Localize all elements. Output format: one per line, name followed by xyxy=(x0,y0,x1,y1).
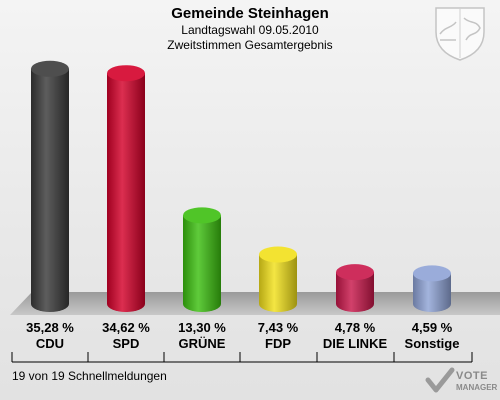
x-tick-label: CDU xyxy=(35,336,65,351)
reporting-status: 19 von 19 Schnellmeldungen xyxy=(12,369,167,383)
data-label: 35,28 % xyxy=(26,320,74,335)
x-tick-label: Sonstige xyxy=(404,336,460,351)
x-tick-label: SPD xyxy=(112,336,140,351)
bar-top xyxy=(336,264,374,281)
bar-body xyxy=(31,68,69,312)
bar-body xyxy=(107,73,145,312)
bar-spd xyxy=(107,65,145,312)
bar-cdu xyxy=(31,60,69,312)
x-tick-label: GRÜNE xyxy=(178,336,226,351)
bar-top xyxy=(31,60,69,77)
vote-manager-logo-icon xyxy=(425,367,455,393)
x-tick-label: FDP xyxy=(265,336,291,351)
coat-of-arms-icon xyxy=(435,7,485,61)
bar-top xyxy=(259,246,297,263)
chart-title: Gemeinde Steinhagen xyxy=(171,5,329,22)
bar-die-linke xyxy=(336,264,374,312)
data-label: 34,62 % xyxy=(102,320,150,335)
data-label: 4,59 % xyxy=(411,320,453,335)
bar-body xyxy=(183,215,221,312)
bar-top xyxy=(413,265,451,282)
bar-body xyxy=(259,254,297,312)
data-label: 7,43 % xyxy=(257,320,299,335)
data-label: 4,78 % xyxy=(334,320,376,335)
bar-body xyxy=(336,272,374,312)
bar-top xyxy=(183,207,221,224)
bar-top xyxy=(107,65,145,82)
data-label: 13,30 % xyxy=(178,320,226,335)
chart-subtitle-2: Zweitstimmen Gesamtergebnis xyxy=(167,38,333,52)
bar-grüne xyxy=(183,207,221,312)
logo-text-vote: VOTE xyxy=(456,370,488,382)
bar-sonstige xyxy=(413,265,451,312)
x-tick-label: DIE LINKE xyxy=(322,336,388,351)
bar-fdp xyxy=(259,246,297,312)
bar-body xyxy=(413,273,451,312)
chart-subtitle: Landtagswahl 09.05.2010 xyxy=(181,23,319,37)
logo-text-manager: MANAGER xyxy=(456,383,498,392)
